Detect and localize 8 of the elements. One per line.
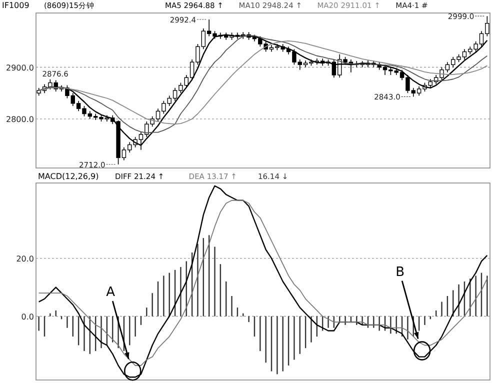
- y-tick-label: 20.0: [16, 254, 34, 264]
- annotation: B: [396, 264, 405, 280]
- y-tick-label: 0.0: [21, 312, 34, 322]
- chart-title: MACD(12,26,9): [38, 172, 99, 181]
- y-tick-label: 2800.0: [6, 114, 34, 124]
- annotation: A: [106, 285, 116, 300]
- chart-title: IF1009: [2, 1, 30, 10]
- y-tick-label: 2900.0: [6, 63, 34, 72]
